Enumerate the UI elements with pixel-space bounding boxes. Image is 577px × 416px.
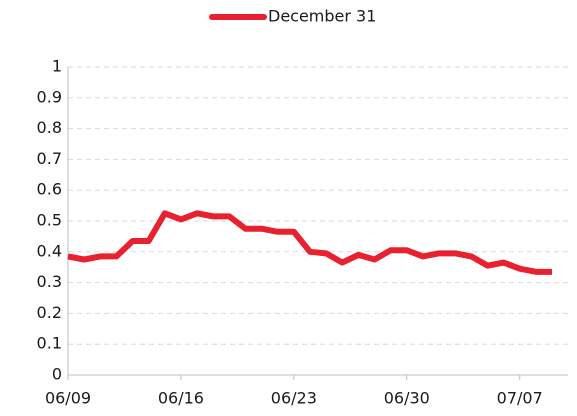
y-tick-label: 0.1 [37,334,62,353]
x-tick-label: 06/30 [384,389,430,408]
x-tick-label: 07/07 [497,389,543,408]
x-tick-label: 06/16 [158,389,204,408]
x-tick-label: 06/09 [45,389,91,408]
y-tick-label: 0.7 [37,149,62,168]
y-tick-label: 0.5 [37,211,62,230]
y-tick-label: 0.2 [37,303,62,322]
x-tick-label: 06/23 [271,389,317,408]
y-tick-label: 0.4 [37,241,62,260]
y-tick-label: 0 [52,365,62,384]
legend-label: December 31 [268,7,376,26]
y-tick-label: 0.6 [37,180,62,199]
y-tick-label: 1 [52,57,62,76]
line [67,210,552,275]
y-tick-label: 0.9 [37,87,62,106]
y-tick-label: 0.8 [37,118,62,137]
y-tick-label: 0.3 [37,272,62,291]
